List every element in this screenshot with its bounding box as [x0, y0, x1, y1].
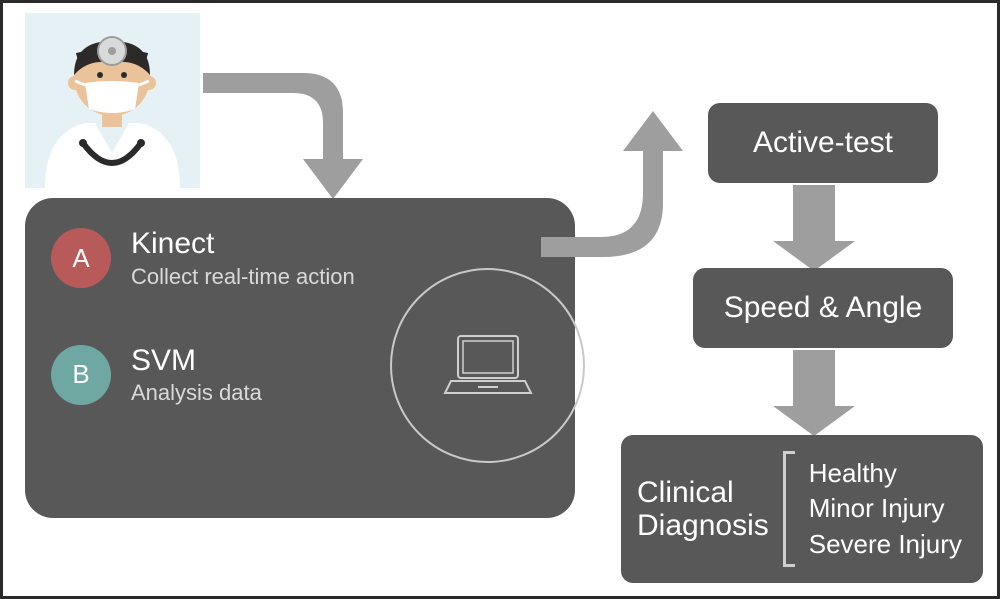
clinical-line2: Diagnosis	[637, 509, 769, 542]
diagram-stage: A Kinect Collect real-time action B SVM …	[0, 0, 1000, 599]
outcome-item: Severe Injury	[809, 527, 962, 562]
clinical-line1: Clinical	[637, 476, 769, 509]
outcome-item: Healthy	[809, 456, 962, 491]
outcome-item: Minor Injury	[809, 491, 962, 526]
outcome-list: Healthy Minor Injury Severe Injury	[809, 456, 962, 561]
box-clinical-diagnosis: Clinical Diagnosis Healthy Minor Injury …	[621, 435, 983, 583]
clinical-diagnosis-label: Clinical Diagnosis	[637, 476, 769, 542]
bracket-icon	[783, 451, 795, 567]
